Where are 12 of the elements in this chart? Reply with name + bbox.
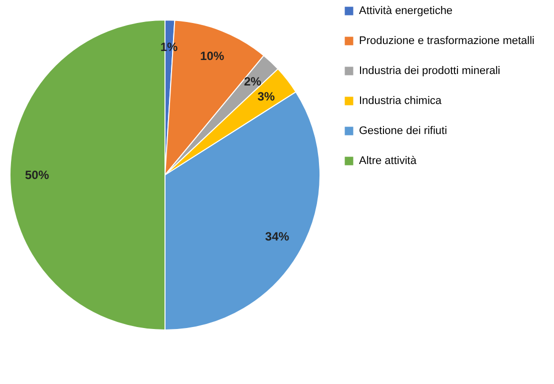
legend-label: Produzione e trasformazione metalli	[359, 35, 534, 47]
legend-label: Altre attività	[359, 155, 418, 167]
data-label: 34%	[265, 230, 290, 244]
data-label: 1%	[160, 40, 178, 54]
legend-label: Attività energetiche	[359, 5, 453, 17]
data-label: 2%	[244, 74, 262, 89]
legend-label: Industria chimica	[359, 95, 442, 107]
data-label: 50%	[24, 168, 50, 182]
data-label: 3%	[257, 90, 276, 104]
legend-label: Industria dei prodotti minerali	[359, 65, 500, 77]
data-label: 10%	[200, 48, 224, 63]
legend-label: Gestione dei rifiuti	[359, 125, 448, 137]
